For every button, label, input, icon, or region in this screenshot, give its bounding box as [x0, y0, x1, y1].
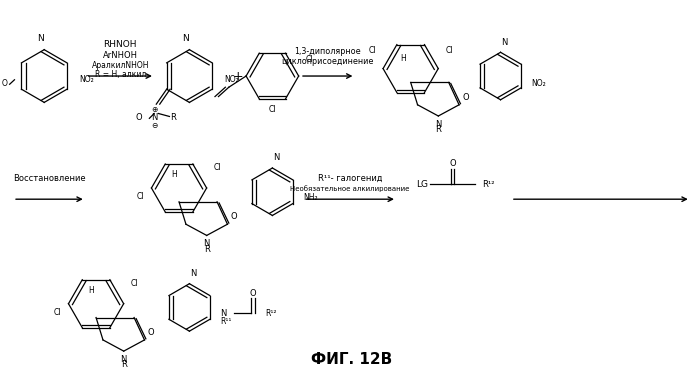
Text: Cl: Cl [213, 163, 221, 172]
Text: N: N [220, 309, 226, 317]
Text: O: O [231, 212, 238, 221]
Text: Cl: Cl [54, 308, 62, 317]
Text: циклоприсоединение: циклоприсоединение [282, 57, 374, 65]
Text: R¹¹: R¹¹ [220, 317, 231, 326]
Text: R: R [121, 361, 127, 370]
Text: Cl: Cl [268, 105, 276, 114]
Text: R¹²: R¹² [265, 309, 276, 317]
Text: R: R [203, 245, 210, 254]
Text: O: O [135, 113, 142, 122]
Text: N: N [189, 269, 196, 278]
Text: NO₂: NO₂ [531, 79, 546, 88]
Text: АралкилNHOH: АралкилNHOH [92, 61, 149, 70]
Text: N: N [151, 113, 157, 122]
Text: R: R [435, 125, 441, 134]
Text: RHNOH: RHNOH [103, 40, 137, 49]
Text: Восстановление: Восстановление [13, 174, 85, 183]
Text: N: N [273, 153, 279, 162]
Text: ФИГ. 12В: ФИГ. 12В [311, 352, 393, 367]
Text: Cl: Cl [137, 192, 145, 201]
Text: O: O [463, 93, 469, 102]
Text: N: N [203, 239, 210, 248]
Text: Cl: Cl [131, 279, 138, 288]
Text: O: O [449, 159, 456, 168]
Text: N: N [500, 38, 507, 47]
Text: H: H [171, 170, 177, 179]
Text: Необязательное алкилирование: Необязательное алкилирование [290, 185, 410, 192]
Text: ArNHOH: ArNHOH [103, 51, 138, 60]
Text: NO₂: NO₂ [224, 75, 239, 84]
Text: O: O [1, 79, 8, 88]
Text: Cl: Cl [445, 47, 453, 56]
Text: LG: LG [416, 180, 428, 189]
Text: H: H [88, 286, 94, 295]
Text: N: N [37, 34, 44, 43]
Text: 1,3-диполярное: 1,3-диполярное [294, 47, 361, 56]
Text: +: + [233, 70, 243, 83]
Text: O: O [148, 328, 154, 337]
Text: ⊕: ⊕ [151, 105, 157, 114]
Text: N: N [182, 34, 189, 43]
Text: R¹¹- галогенид: R¹¹- галогенид [317, 174, 382, 183]
Text: O: O [249, 289, 256, 298]
Text: R = H, алкил: R = H, алкил [94, 70, 146, 79]
Text: H: H [400, 53, 405, 62]
Text: R¹²: R¹² [482, 180, 494, 189]
Text: ⊖: ⊖ [151, 121, 157, 130]
Text: Cl: Cl [368, 47, 376, 56]
Text: N: N [120, 355, 127, 364]
Text: N: N [435, 120, 442, 129]
Text: Cl: Cl [305, 55, 313, 64]
Text: NO₂: NO₂ [79, 75, 94, 84]
Text: R: R [170, 113, 176, 122]
Text: NH₂: NH₂ [303, 193, 317, 202]
